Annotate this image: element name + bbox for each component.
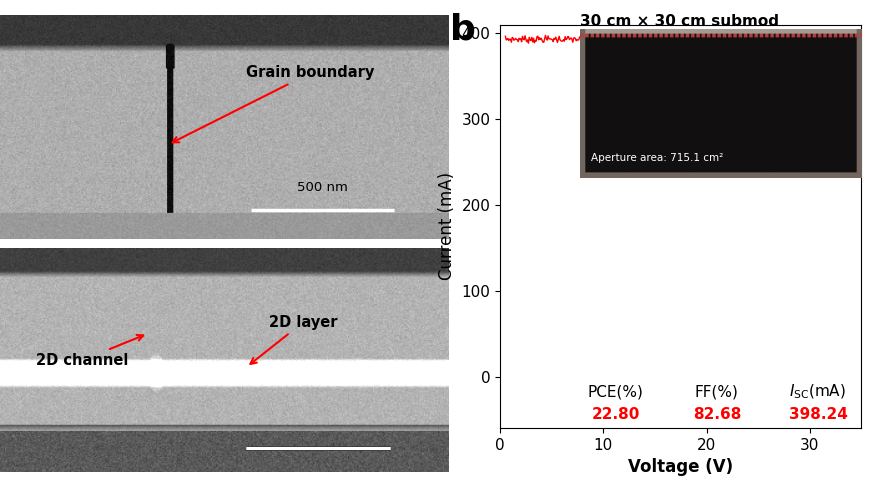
Text: PCE(%): PCE(%) — [587, 384, 643, 400]
Text: 82.68: 82.68 — [692, 407, 740, 422]
Text: 500 nm: 500 nm — [297, 181, 348, 194]
Text: Grain boundary: Grain boundary — [172, 65, 375, 142]
Text: 22.80: 22.80 — [591, 407, 640, 422]
Text: FF(%): FF(%) — [694, 384, 738, 400]
Text: 2D channel: 2D channel — [36, 335, 143, 368]
Y-axis label: Current (mA): Current (mA) — [437, 172, 455, 280]
Text: b: b — [449, 12, 475, 47]
Text: 398.24: 398.24 — [787, 407, 846, 422]
Text: 2D layer: 2D layer — [250, 315, 337, 364]
X-axis label: Voltage (V): Voltage (V) — [627, 459, 733, 476]
Text: $I_{\mathrm{SC}}$(mA): $I_{\mathrm{SC}}$(mA) — [788, 383, 846, 401]
